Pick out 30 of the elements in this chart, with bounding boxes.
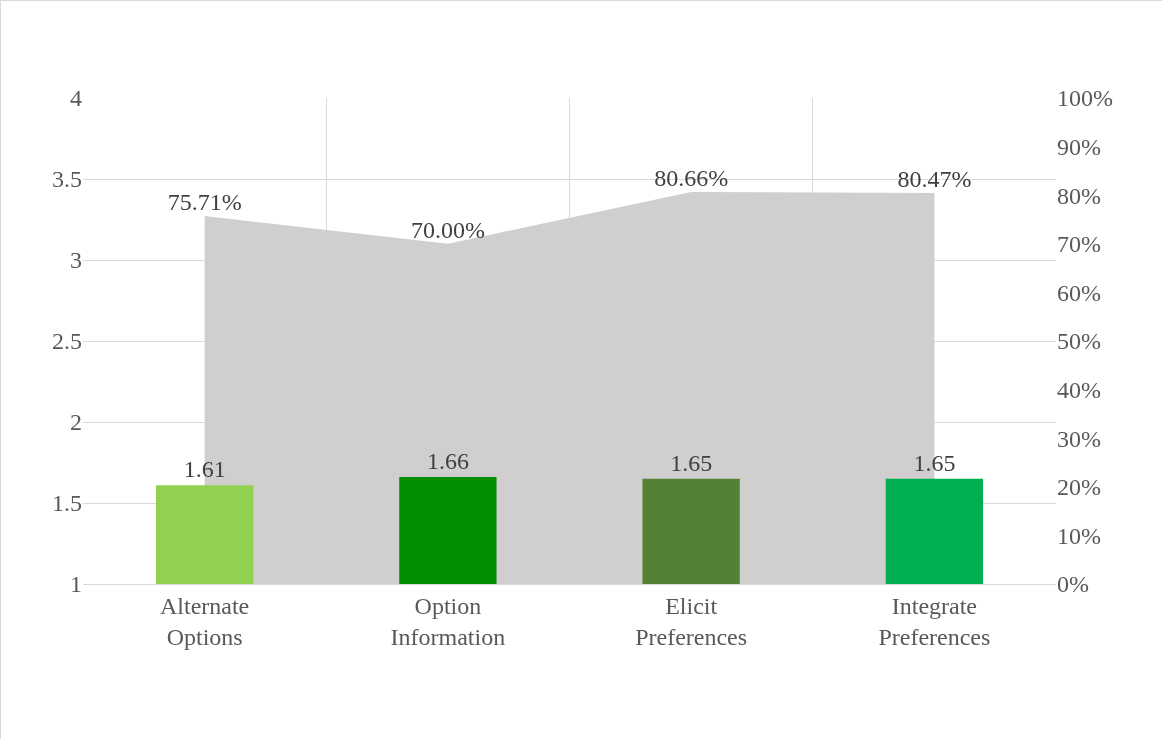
y2-tick-label: 50% xyxy=(1057,328,1101,355)
y2-tick-label: 0% xyxy=(1057,571,1089,598)
data-label: 75.71% xyxy=(167,189,242,216)
data-label: 80.66% xyxy=(654,164,729,191)
y2-tick-label: 30% xyxy=(1057,425,1101,452)
y-tick-label: 3.5 xyxy=(52,166,82,193)
y2-tick-label: 70% xyxy=(1057,231,1101,258)
x-tick-label: Alternate Options xyxy=(159,592,250,650)
y-tick-label: 1.5 xyxy=(52,490,82,517)
data-label: 1.66 xyxy=(426,448,469,475)
x-tick-label: Elicit Preferences xyxy=(635,592,748,650)
y-tick-label: 2 xyxy=(70,409,82,436)
y2-tick-label: 20% xyxy=(1057,474,1101,501)
y-tick-label: 1 xyxy=(70,571,82,598)
data-label: 80.47% xyxy=(897,165,972,192)
y2-tick-label: 90% xyxy=(1057,134,1101,160)
y-tick-label: 3 xyxy=(70,247,82,274)
data-label: 1.65 xyxy=(913,449,956,476)
y2-tick-label: 100% xyxy=(1057,85,1113,112)
y-tick-label: 2.5 xyxy=(52,328,82,355)
data-label: 1.65 xyxy=(670,449,713,476)
y-tick-label: 4 xyxy=(70,85,82,112)
y2-tick-label: 60% xyxy=(1057,279,1101,306)
y2-tick-label: 10% xyxy=(1057,522,1101,549)
data-label: 70.00% xyxy=(410,216,485,243)
data-label: 1.61 xyxy=(183,456,226,483)
y2-tick-label: 80% xyxy=(1057,182,1101,209)
y2-tick-label: 40% xyxy=(1057,377,1101,403)
x-tick-label: Option Information xyxy=(390,592,506,650)
x-tick-label: Integrate Preferences xyxy=(878,592,991,650)
